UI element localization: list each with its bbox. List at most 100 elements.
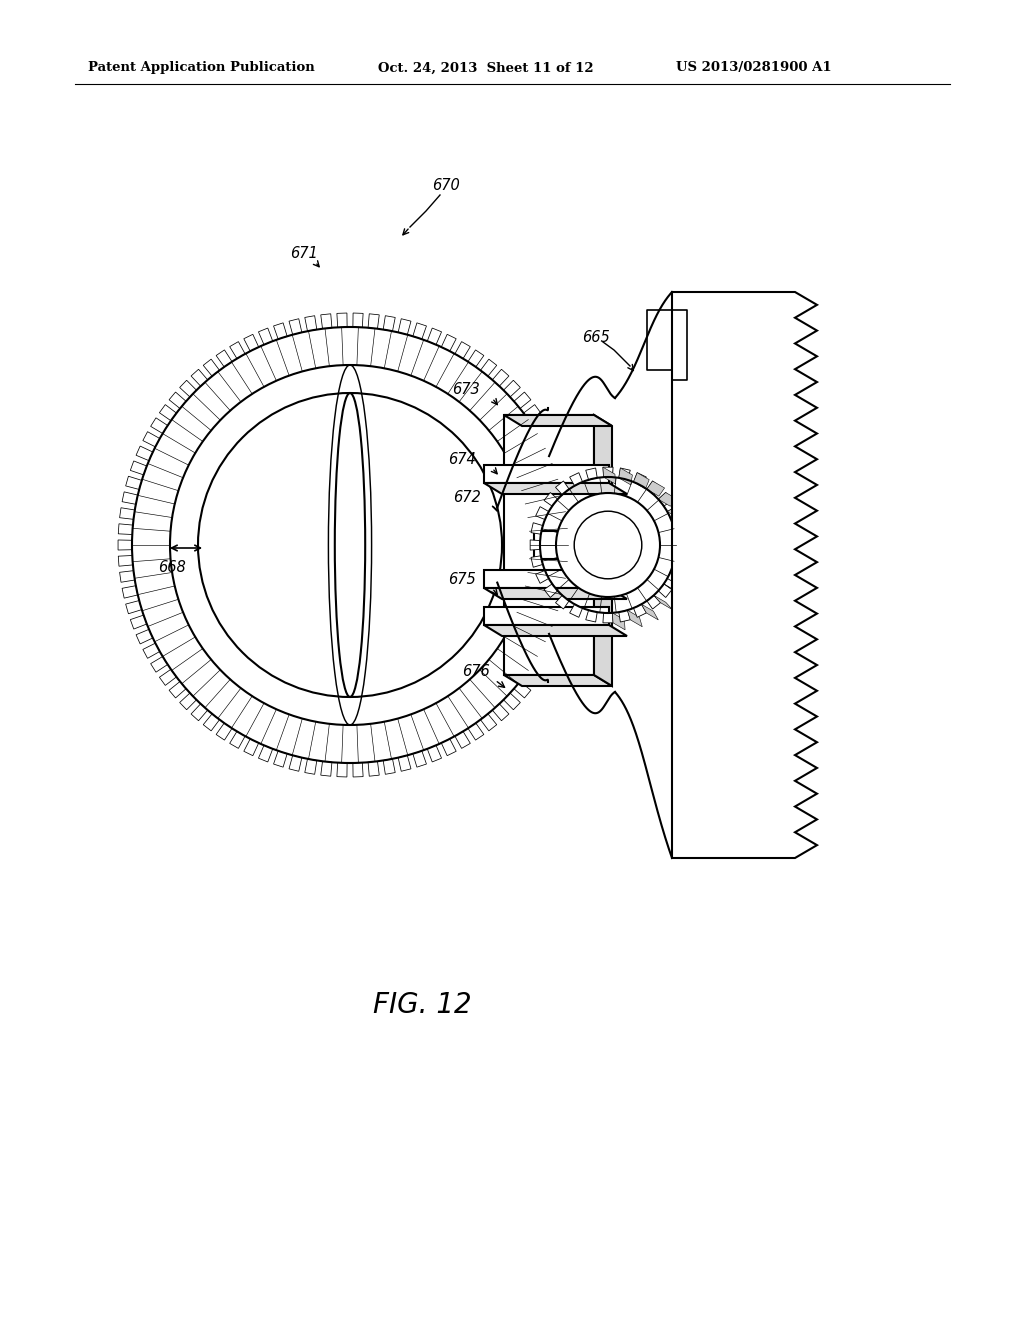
Polygon shape <box>169 681 186 698</box>
Polygon shape <box>558 477 574 490</box>
Polygon shape <box>383 759 395 775</box>
Polygon shape <box>142 432 160 447</box>
Polygon shape <box>612 612 625 630</box>
Polygon shape <box>151 418 168 433</box>
Circle shape <box>198 393 502 697</box>
Polygon shape <box>258 329 272 345</box>
Text: 668: 668 <box>158 561 185 576</box>
Polygon shape <box>160 405 176 421</box>
Polygon shape <box>480 359 497 376</box>
Polygon shape <box>664 583 684 597</box>
Text: 671: 671 <box>290 246 317 260</box>
Polygon shape <box>671 570 692 581</box>
Polygon shape <box>569 473 583 486</box>
Polygon shape <box>191 704 208 721</box>
Polygon shape <box>441 334 456 351</box>
Polygon shape <box>493 704 509 721</box>
Polygon shape <box>531 556 543 568</box>
Polygon shape <box>673 523 685 535</box>
Text: 675: 675 <box>449 573 476 587</box>
Polygon shape <box>191 370 208 387</box>
Polygon shape <box>273 323 287 339</box>
Polygon shape <box>536 507 549 520</box>
Polygon shape <box>668 507 688 519</box>
Polygon shape <box>586 469 597 480</box>
Polygon shape <box>603 612 613 623</box>
Polygon shape <box>504 693 520 710</box>
Polygon shape <box>321 762 332 776</box>
Polygon shape <box>244 739 259 755</box>
Polygon shape <box>413 323 426 339</box>
Polygon shape <box>493 370 509 387</box>
Polygon shape <box>383 315 395 331</box>
Polygon shape <box>567 556 582 566</box>
Polygon shape <box>658 492 678 507</box>
Polygon shape <box>203 714 219 731</box>
Polygon shape <box>634 473 649 488</box>
Polygon shape <box>523 405 541 421</box>
Text: FIG. 12: FIG. 12 <box>373 991 471 1019</box>
Polygon shape <box>676 540 686 550</box>
Polygon shape <box>441 739 456 755</box>
Polygon shape <box>544 492 558 506</box>
Polygon shape <box>675 556 697 565</box>
Polygon shape <box>562 586 578 598</box>
Polygon shape <box>305 315 316 331</box>
Polygon shape <box>136 446 153 461</box>
Text: 676: 676 <box>462 664 489 680</box>
Circle shape <box>556 492 660 597</box>
Polygon shape <box>658 492 672 506</box>
Polygon shape <box>536 570 549 583</box>
Polygon shape <box>541 432 557 447</box>
Polygon shape <box>647 595 660 609</box>
Polygon shape <box>672 292 817 858</box>
Polygon shape <box>531 523 543 535</box>
Text: 672: 672 <box>453 491 480 506</box>
Polygon shape <box>142 643 160 659</box>
Polygon shape <box>547 446 564 461</box>
Polygon shape <box>547 630 564 644</box>
Polygon shape <box>603 467 615 484</box>
Polygon shape <box>118 556 133 566</box>
Polygon shape <box>647 480 665 496</box>
Polygon shape <box>130 615 146 630</box>
Polygon shape <box>468 350 484 367</box>
Circle shape <box>574 511 642 578</box>
Polygon shape <box>305 759 316 775</box>
Polygon shape <box>118 540 132 550</box>
Polygon shape <box>480 714 497 731</box>
Polygon shape <box>653 595 673 610</box>
Polygon shape <box>179 693 197 710</box>
Polygon shape <box>229 342 245 359</box>
Polygon shape <box>565 508 581 519</box>
Polygon shape <box>523 669 541 685</box>
Polygon shape <box>634 473 646 486</box>
Bar <box>484 570 609 587</box>
Polygon shape <box>555 595 569 609</box>
Polygon shape <box>289 318 302 335</box>
Polygon shape <box>427 746 441 762</box>
Polygon shape <box>618 469 630 480</box>
Text: 674: 674 <box>449 453 476 467</box>
Polygon shape <box>427 329 441 345</box>
Polygon shape <box>634 605 646 618</box>
Polygon shape <box>368 762 379 776</box>
Polygon shape <box>130 461 146 475</box>
Polygon shape <box>562 492 578 504</box>
Polygon shape <box>553 615 569 630</box>
Bar <box>504 414 594 675</box>
Polygon shape <box>216 350 232 367</box>
Polygon shape <box>504 675 612 686</box>
Polygon shape <box>118 524 133 535</box>
Polygon shape <box>244 334 259 351</box>
Text: 670: 670 <box>432 177 460 193</box>
Polygon shape <box>258 746 272 762</box>
Polygon shape <box>565 570 581 582</box>
Polygon shape <box>603 467 613 477</box>
Polygon shape <box>641 605 658 620</box>
Polygon shape <box>413 751 426 767</box>
Polygon shape <box>289 755 302 771</box>
Polygon shape <box>504 380 520 397</box>
Polygon shape <box>553 461 569 475</box>
Polygon shape <box>530 540 540 550</box>
